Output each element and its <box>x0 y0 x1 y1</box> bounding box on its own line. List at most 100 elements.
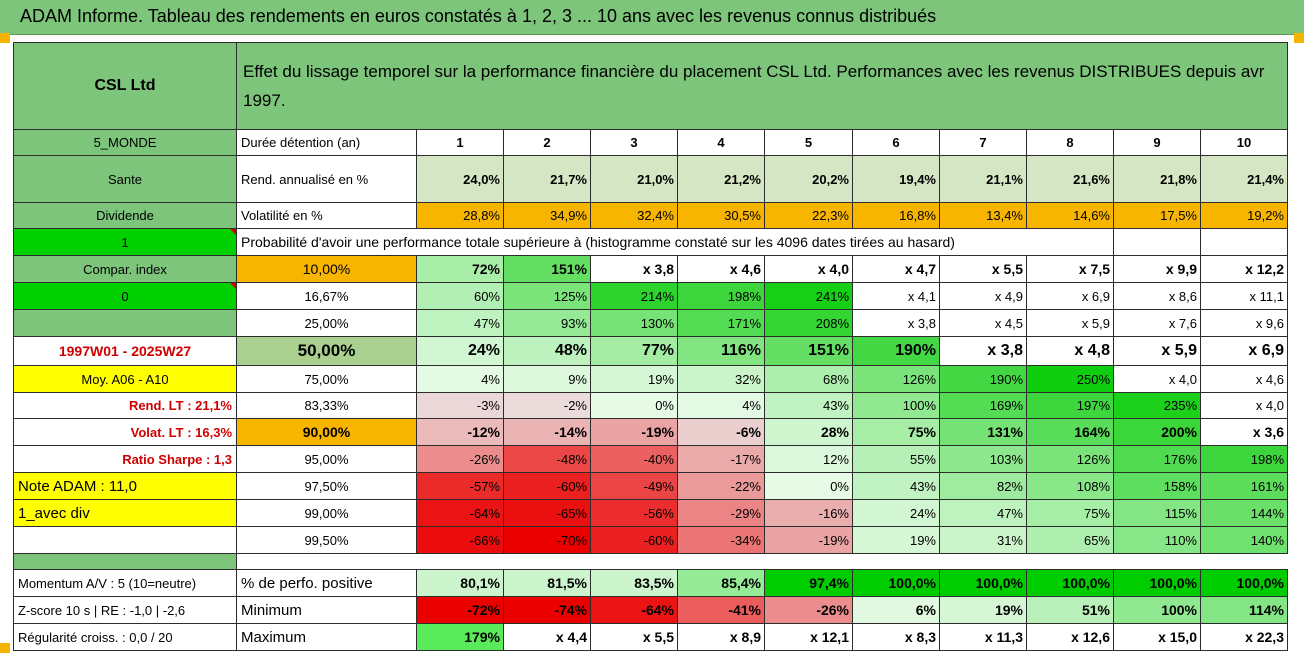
probability-cell: -16% <box>764 499 853 527</box>
rend-cell: 21,0% <box>590 155 678 203</box>
probability-cell: 151% <box>503 255 591 283</box>
probability-cell: 116% <box>677 336 765 366</box>
summary-cell: 51% <box>1026 596 1114 624</box>
probability-cell: x 4,6 <box>677 255 765 283</box>
rend-cell: 21,4% <box>1200 155 1288 203</box>
probability-title: Probabilité d'avoir une performance tota… <box>236 228 1114 256</box>
probability-cell: 9% <box>503 365 591 393</box>
years-row-label: Durée détention (an) <box>236 129 417 156</box>
probability-cell: 75% <box>1026 499 1114 527</box>
summary-row-label: Minimum <box>236 596 417 624</box>
probability-threshold: 83,33% <box>236 392 417 419</box>
probability-cell: -70% <box>503 526 591 554</box>
summary-cell: 85,4% <box>677 569 765 597</box>
adam-note: Note ADAM : 11,0 <box>13 472 237 500</box>
summary-cell: 100,0% <box>1026 569 1114 597</box>
probability-cell: 82% <box>939 472 1027 500</box>
summary-cell: 83,5% <box>590 569 678 597</box>
probability-cell: 72% <box>416 255 504 283</box>
summary-cell: 179% <box>416 623 504 651</box>
probability-cell: 19% <box>852 526 940 554</box>
probability-threshold: 10,00% <box>236 255 417 283</box>
average-label: Moy. A06 - A10 <box>13 365 237 393</box>
summary-cell: x 4,4 <box>503 623 591 651</box>
probability-cell: -2% <box>503 392 591 419</box>
probability-threshold: 95,00% <box>236 445 417 473</box>
probability-cell: x 3,8 <box>852 309 940 337</box>
probability-cell: x 9,9 <box>1113 255 1201 283</box>
long-term-volatility: Volat. LT : 16,3% <box>13 418 237 446</box>
rend-cell: 21,2% <box>677 155 765 203</box>
zscore-label: Z-score 10 s | RE : -1,0 | -2,6 <box>13 596 237 624</box>
summary-cell: 80,1% <box>416 569 504 597</box>
probability-cell: 12% <box>764 445 853 473</box>
vol-cell: 34,9% <box>503 202 591 229</box>
probability-row: 1_avec div 99,00% -64% -65% -56% -29% -16% 24% 4… <box>13 499 1288 527</box>
probability-cell: 68% <box>764 365 853 393</box>
summary-cell: 100,0% <box>852 569 940 597</box>
summary-row-label: Maximum <box>236 623 417 651</box>
probability-row: 99,50% -66% -70% -60% -34% -19% 19% 31% 65% 110% 1… <box>13 526 1288 554</box>
probability-cell: 200% <box>1113 418 1201 446</box>
probability-cell: x 11,1 <box>1200 282 1288 310</box>
corner-mark-right <box>1294 33 1304 43</box>
probability-cell: x 7,6 <box>1113 309 1201 337</box>
probability-cell: x 3,8 <box>590 255 678 283</box>
summary-cell: 100,0% <box>1200 569 1288 597</box>
probability-threshold: 90,00% <box>236 418 417 446</box>
rend-row-label: Rend. annualisé en % <box>236 155 417 203</box>
probability-cell: 47% <box>416 309 504 337</box>
probability-row: Ratio Sharpe : 1,3 95,00% -26% -48% -40% -17%… <box>13 445 1288 473</box>
flag-cell-1[interactable]: 1 <box>13 228 237 256</box>
probability-cell: x 3,8 <box>939 336 1027 366</box>
probability-cell: 0% <box>590 392 678 419</box>
vol-cell: 17,5% <box>1113 202 1201 229</box>
probability-cell: -12% <box>416 418 504 446</box>
vol-cell: 32,4% <box>590 202 678 229</box>
probability-cell: -60% <box>503 472 591 500</box>
summary-cell: 114% <box>1200 596 1288 624</box>
probability-cell: -14% <box>503 418 591 446</box>
probability-threshold: 25,00% <box>236 309 417 337</box>
summary-cell: 100,0% <box>1113 569 1201 597</box>
probability-cell: x 6,9 <box>1026 282 1114 310</box>
flag-cell-2[interactable]: 0 <box>13 282 237 310</box>
summary-cell: -64% <box>590 596 678 624</box>
probability-cell: x 4,0 <box>1113 365 1201 393</box>
probability-cell: 190% <box>852 336 940 366</box>
probability-cell: 235% <box>1113 392 1201 419</box>
blank-cell <box>13 526 237 554</box>
probability-cell: 55% <box>852 445 940 473</box>
year-header: 8 <box>1026 129 1114 156</box>
probability-cell: 171% <box>677 309 765 337</box>
summary-cell: x 22,3 <box>1200 623 1288 651</box>
probability-row: Rend. LT : 21,1% 83,33% -3% -2% 0% 4% 43% 100% 1… <box>13 392 1288 419</box>
year-header: 10 <box>1200 129 1288 156</box>
probability-cell: 144% <box>1200 499 1288 527</box>
rend-cell: 19,4% <box>852 155 940 203</box>
probability-cell: 19% <box>590 365 678 393</box>
probability-cell: x 4,0 <box>1200 392 1288 419</box>
vol-cell: 30,5% <box>677 202 765 229</box>
probability-cell: x 4,1 <box>852 282 940 310</box>
probability-cell: x 4,7 <box>852 255 940 283</box>
summary-cell: x 12,6 <box>1026 623 1114 651</box>
probability-cell: -40% <box>590 445 678 473</box>
summary-cell: x 5,5 <box>590 623 678 651</box>
probability-cell: 140% <box>1200 526 1288 554</box>
probability-row: Compar. index 10,00% 72% 151% x 3,8 x 4,6 x 4,… <box>13 255 1288 283</box>
probability-cell: 24% <box>852 499 940 527</box>
probability-cell: 100% <box>852 392 940 419</box>
probability-cell: 4% <box>677 392 765 419</box>
probability-row: Volat. LT : 16,3% 90,00% -12% -14% -19% -6% 28… <box>13 418 1288 446</box>
summary-cell: x 8,9 <box>677 623 765 651</box>
momentum-label: Momentum A/V : 5 (10=neutre) <box>13 569 237 597</box>
probability-cell: 151% <box>764 336 853 366</box>
probability-cell: x 12,2 <box>1200 255 1288 283</box>
probability-cell: 93% <box>503 309 591 337</box>
probability-threshold: 99,00% <box>236 499 417 527</box>
rend-cell: 24,0% <box>416 155 504 203</box>
probability-cell: 130% <box>590 309 678 337</box>
probability-cell: 77% <box>590 336 678 366</box>
probability-cell: -57% <box>416 472 504 500</box>
